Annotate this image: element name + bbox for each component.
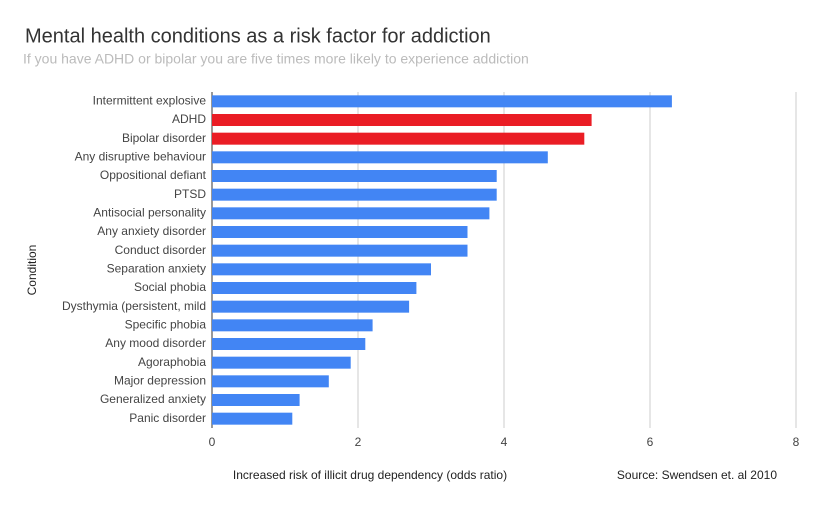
x-tick-label: 4: [501, 435, 508, 449]
y-tick-label: Any mood disorder: [105, 336, 206, 350]
x-tick-label: 2: [355, 435, 362, 449]
y-tick-label: Bipolar disorder: [122, 131, 206, 145]
y-tick-label: Intermittent explosive: [93, 94, 207, 108]
y-tick-label: Separation anxiety: [107, 262, 206, 276]
y-tick-label: Major depression: [114, 374, 206, 388]
y-tick-label: Antisocial personality: [93, 206, 206, 220]
source-note: Source: Swendsen et. al 2010: [617, 468, 777, 482]
bar: [212, 319, 373, 332]
bar: [212, 338, 366, 350]
bar: [212, 282, 417, 294]
bar: [212, 356, 351, 369]
y-tick-label: Generalized anxiety: [100, 392, 206, 406]
x-tick-label: 0: [209, 435, 216, 449]
y-tick-label: Social phobia: [134, 280, 206, 294]
y-tick-label: Specific phobia: [125, 318, 207, 332]
x-axis-label: Increased risk of illicit drug dependenc…: [233, 468, 507, 482]
y-axis-label: Condition: [25, 245, 39, 296]
bar: [212, 394, 300, 406]
x-tick-label: 6: [647, 435, 654, 449]
bar: [212, 300, 410, 313]
bar: [212, 151, 548, 164]
bar: [212, 244, 468, 257]
x-tick-label: 8: [793, 435, 800, 449]
y-tick-label: Panic disorder: [129, 411, 206, 425]
y-tick-label: ADHD: [172, 112, 206, 126]
y-tick-label: Dysthymia (persistent, mild: [62, 299, 206, 313]
bar: [212, 412, 293, 425]
y-tick-label: PTSD: [174, 187, 206, 201]
y-tick-label: Any anxiety disorder: [97, 224, 206, 238]
bar: [212, 170, 497, 182]
bar: [212, 188, 497, 201]
y-tick-label: Any disruptive behaviour: [75, 150, 206, 164]
bar: [212, 263, 431, 276]
bar: [212, 375, 329, 388]
chart-subtitle: If you have ADHD or bipolar you are five…: [23, 51, 529, 67]
chart-title: Mental health conditions as a risk facto…: [25, 25, 491, 47]
y-tick-label: Agoraphobia: [138, 355, 206, 369]
y-tick-label: Conduct disorder: [115, 243, 206, 257]
bar: [212, 114, 592, 126]
bar: [212, 226, 468, 238]
bar: [212, 95, 672, 108]
bar: [212, 207, 490, 220]
y-tick-label: Oppositional defiant: [100, 168, 207, 182]
bar: [212, 132, 585, 145]
